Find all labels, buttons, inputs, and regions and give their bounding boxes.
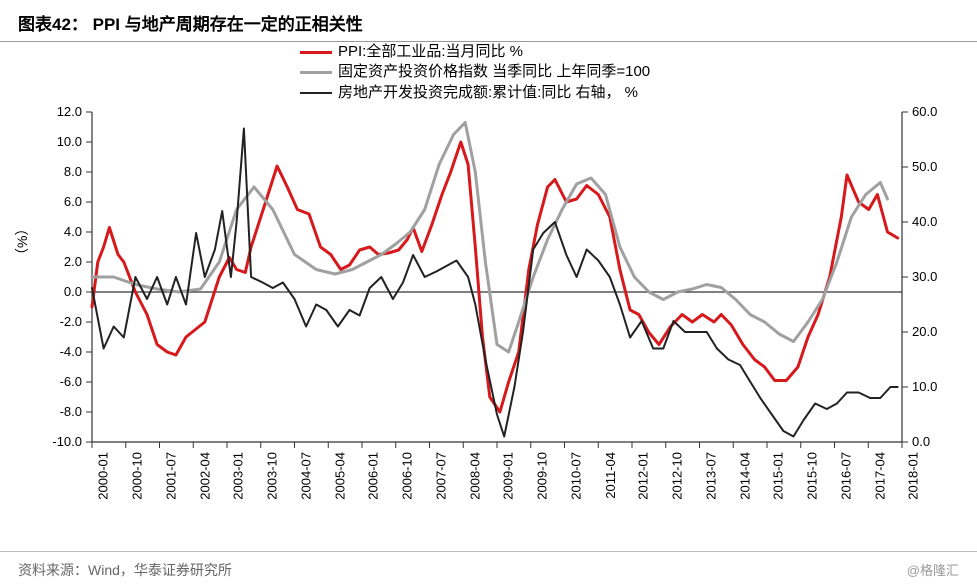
x-tick-label: 2015-01 bbox=[771, 452, 786, 500]
svg-text:8.0: 8.0 bbox=[64, 164, 82, 179]
svg-text:2.0: 2.0 bbox=[64, 254, 82, 269]
x-tick-label: 2003-10 bbox=[265, 452, 280, 500]
x-tick-label: 2015-10 bbox=[805, 452, 820, 500]
x-tick-label: 2011-04 bbox=[602, 452, 617, 499]
x-tick-label: 2000-01 bbox=[96, 452, 111, 500]
x-tick-label: 2016-07 bbox=[839, 452, 854, 500]
chart-title: 图表42： PPI 与地产周期存在一定的正相关性 bbox=[0, 0, 977, 42]
svg-text:10.0: 10.0 bbox=[912, 379, 937, 394]
x-tick-label: 2004-07 bbox=[299, 452, 314, 500]
svg-text:4.0: 4.0 bbox=[64, 224, 82, 239]
x-tick-label: 2001-07 bbox=[164, 452, 179, 500]
watermark: @格隆汇 bbox=[907, 560, 959, 580]
x-tick-label: 2000-10 bbox=[130, 452, 145, 500]
x-tick-label: 2012-01 bbox=[636, 452, 651, 500]
svg-text:40.0: 40.0 bbox=[912, 214, 937, 229]
x-tick-label: 2008-04 bbox=[467, 452, 482, 500]
x-tick-label: 2014-04 bbox=[737, 452, 752, 500]
svg-text:6.0: 6.0 bbox=[64, 194, 82, 209]
svg-text:-2.0: -2.0 bbox=[60, 314, 82, 329]
svg-text:-8.0: -8.0 bbox=[60, 404, 82, 419]
svg-text:-10.0: -10.0 bbox=[52, 434, 82, 449]
svg-text:-6.0: -6.0 bbox=[60, 374, 82, 389]
x-tick-label: 2010-07 bbox=[569, 452, 584, 500]
svg-text:0.0: 0.0 bbox=[64, 284, 82, 299]
x-tick-label: 2002-04 bbox=[197, 452, 212, 500]
source-text: 资料来源：Wind，华泰证券研究所 bbox=[18, 560, 232, 580]
svg-text:12.0: 12.0 bbox=[57, 104, 82, 119]
x-tick-label: 2003-01 bbox=[231, 452, 246, 500]
footer: 资料来源：Wind，华泰证券研究所 @格隆汇 bbox=[0, 551, 977, 586]
svg-text:60.0: 60.0 bbox=[912, 104, 937, 119]
svg-text:-4.0: -4.0 bbox=[60, 344, 82, 359]
x-tick-label: 2009-01 bbox=[501, 452, 516, 500]
svg-text:30.0: 30.0 bbox=[912, 269, 937, 284]
x-tick-label: 2006-10 bbox=[400, 452, 415, 500]
x-tick-label: 2018-01 bbox=[906, 452, 921, 500]
chart-svg: -10.0 -8.0 -6.0 -4.0 -2.0 0.0 2.0 4.0 6.0 8.0 10.0… bbox=[10, 42, 967, 532]
x-tick-label: 2009-10 bbox=[535, 452, 550, 500]
x-tick-label: 2012-10 bbox=[670, 452, 685, 500]
svg-text:10.0: 10.0 bbox=[57, 134, 82, 149]
x-tick-label: 2017-04 bbox=[872, 452, 887, 500]
x-tick-label: 2006-01 bbox=[366, 452, 381, 500]
x-tick-label: 2013-07 bbox=[704, 452, 719, 500]
x-tick-label: 2007-07 bbox=[434, 452, 449, 500]
svg-text:50.0: 50.0 bbox=[912, 159, 937, 174]
chart-area: PPI:全部工业品:当月同比 % 固定资产投资价格指数 当季同比 上年同季=10… bbox=[10, 42, 967, 532]
svg-text:20.0: 20.0 bbox=[912, 324, 937, 339]
x-tick-label: 2005-04 bbox=[332, 452, 347, 500]
svg-text:0.0: 0.0 bbox=[912, 434, 930, 449]
